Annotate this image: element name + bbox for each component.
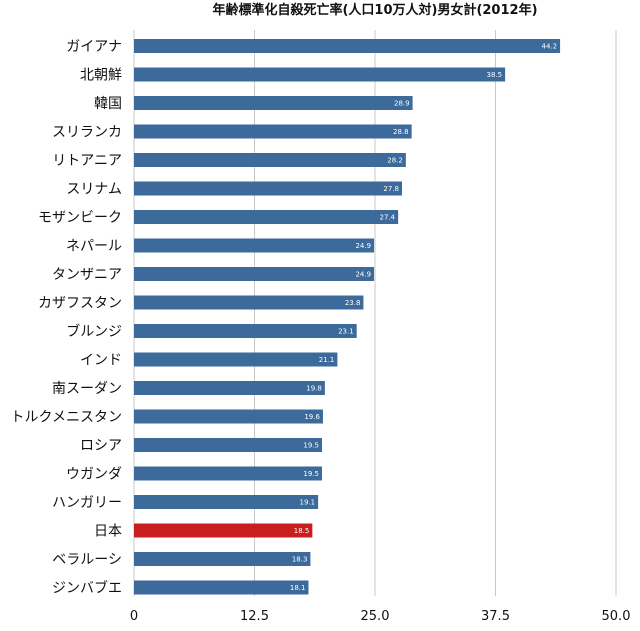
bar-value-label: 21.1 <box>319 356 335 364</box>
bar <box>134 153 406 167</box>
chart-title: 年齢標準化自殺死亡率(人口10万人対)男女計(2012年) <box>212 2 537 18</box>
bar-value-label: 38.5 <box>487 71 503 79</box>
bar-value-label: 19.1 <box>300 499 316 507</box>
x-tick-label: 37.5 <box>481 609 510 624</box>
category-label: 韓国 <box>94 96 122 112</box>
bar <box>134 409 323 424</box>
bar <box>134 295 364 310</box>
bar-value-label: 28.8 <box>393 128 409 136</box>
bar <box>134 352 338 367</box>
category-label: ガイアナ <box>66 39 122 55</box>
x-axis-ticks: 0 12.5 25.0 37.5 50.0 <box>130 609 631 624</box>
bar <box>134 381 325 395</box>
bar-value-label: 44.2 <box>541 43 557 51</box>
category-label: ロシア <box>80 438 122 454</box>
bar-value-label: 27.8 <box>383 185 399 193</box>
bar <box>134 267 375 281</box>
category-label: 南スーダン <box>52 381 122 397</box>
bar-value-label: 27.4 <box>380 214 396 222</box>
category-label: ブルンジ <box>66 323 122 340</box>
category-label: ウガンダ <box>66 467 122 483</box>
category-label: カザフスタン <box>38 296 122 312</box>
category-labels: ガイアナ北朝鮮韓国スリランカリトアニアスリナムモザンビークネパールタンザニアカザ… <box>11 39 122 597</box>
bar <box>134 96 413 110</box>
category-label: ハンガリー <box>52 495 122 511</box>
category-label: ジンバブエ <box>52 580 122 597</box>
bar <box>134 67 506 82</box>
bar <box>134 466 322 481</box>
bar-value-label: 28.9 <box>394 100 410 108</box>
category-label: トルクメニスタン <box>11 410 122 426</box>
bar <box>134 238 375 253</box>
bar-value-label: 28.2 <box>387 157 403 165</box>
x-tick-label: 12.5 <box>240 609 269 624</box>
category-label: ネパール <box>66 239 122 255</box>
bar-value-label: 18.5 <box>294 527 310 535</box>
bar <box>134 210 399 224</box>
bar-value-label: 19.6 <box>304 413 320 421</box>
bar <box>134 438 322 452</box>
gridlines <box>133 30 617 596</box>
bar <box>134 580 309 595</box>
bars: 44.2 38.5 28.9 28.8 28.2 27.8 27.4 24.9 24.9 23.8… <box>134 39 561 595</box>
bar <box>134 39 561 53</box>
category-label: インド <box>80 353 122 369</box>
x-tick-label: 0 <box>130 609 138 624</box>
bar-value-label: 18.3 <box>292 556 308 564</box>
bar-value-label: 19.5 <box>303 470 319 478</box>
bar-value-label: 19.8 <box>306 385 322 393</box>
category-label: スリナム <box>66 182 122 198</box>
bar-value-label: 18.1 <box>290 584 306 592</box>
category-label: ベラルーシ <box>52 552 122 568</box>
x-tick-label: 50.0 <box>602 609 631 624</box>
bar <box>134 181 402 196</box>
bar <box>134 552 311 566</box>
category-label: モザンビーク <box>38 210 122 226</box>
bar-value-label: 19.5 <box>303 442 319 450</box>
bar <box>134 124 412 139</box>
category-label: 日本 <box>94 524 122 540</box>
bar <box>134 495 319 509</box>
bar-value-label: 23.8 <box>345 299 361 307</box>
bar-value-label: 23.1 <box>338 328 354 336</box>
bar-value-label: 24.9 <box>355 242 371 250</box>
category-label: リトアニア <box>52 153 122 169</box>
category-label: スリランカ <box>52 125 122 141</box>
bar-value-label: 24.9 <box>355 271 371 279</box>
category-label: タンザニア <box>52 267 122 283</box>
category-label: 北朝鮮 <box>80 68 122 84</box>
bar <box>134 324 357 338</box>
x-tick-label: 25.0 <box>361 609 390 624</box>
bar <box>134 523 313 538</box>
